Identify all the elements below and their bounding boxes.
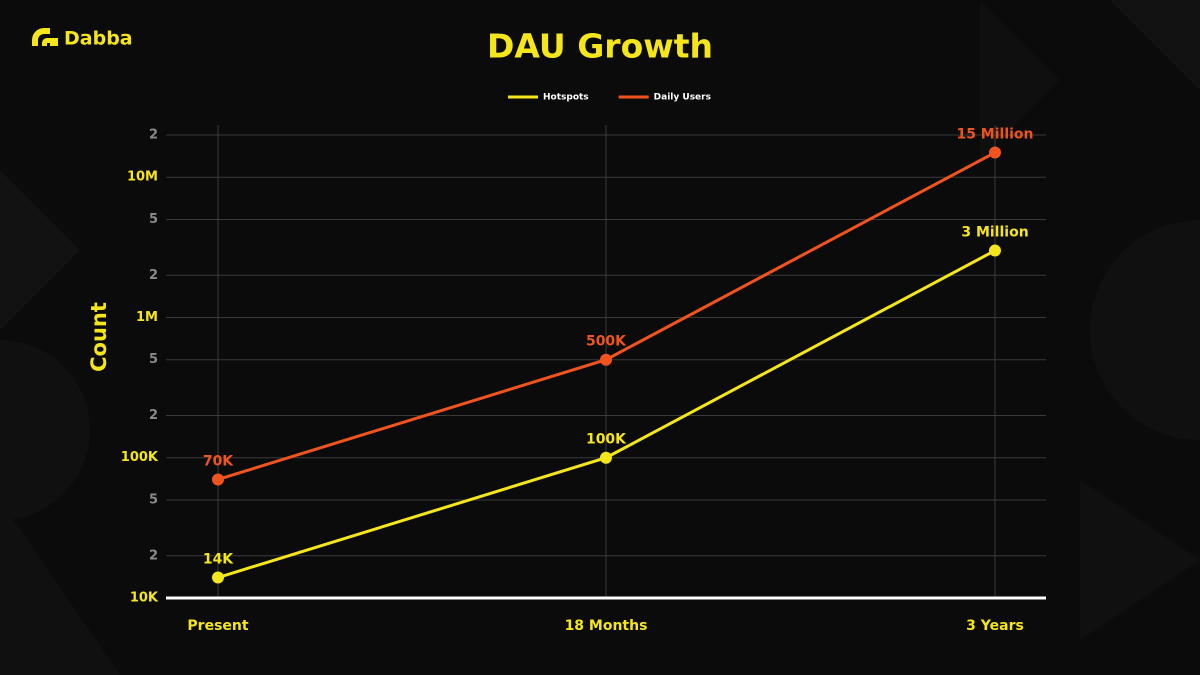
y-tick-label: 10M	[127, 170, 158, 185]
data-point	[212, 571, 224, 584]
data-label: 70K	[203, 453, 234, 469]
logo	[32, 28, 58, 46]
data-point	[600, 353, 612, 366]
data-point	[212, 473, 224, 486]
data-label: 3 Million	[961, 225, 1028, 241]
x-tick-label: 18 Months	[565, 618, 648, 634]
y-tick-label: 2	[149, 268, 158, 283]
y-tick-label: 5	[149, 492, 158, 507]
data-point	[600, 451, 612, 464]
data-label: 100K	[586, 432, 627, 448]
legend-label: Hotspots	[543, 93, 589, 103]
y-tick-label: 100K	[121, 450, 159, 465]
y-tick-label: 2	[149, 128, 158, 143]
y-tick-label: 2	[149, 548, 158, 563]
data-point	[989, 146, 1001, 159]
y-tick-label: 5	[149, 212, 158, 227]
data-label: 15 Million	[956, 127, 1033, 143]
data-label: 500K	[586, 334, 627, 350]
y-tick-label: 10K	[130, 591, 159, 606]
y-tick-label: 1M	[136, 310, 158, 325]
y-axis-label: Count	[87, 302, 111, 372]
data-point	[989, 244, 1001, 257]
brand-name: Dabba	[64, 28, 133, 50]
chart-title: DAU Growth	[487, 27, 713, 66]
y-tick-label: 2	[149, 408, 158, 423]
x-tick-label: Present	[187, 618, 248, 634]
y-tick-label: 5	[149, 352, 158, 367]
data-label: 14K	[203, 552, 234, 568]
legend-label: Daily Users	[654, 93, 711, 103]
x-tick-label: 3 Years	[966, 618, 1024, 634]
